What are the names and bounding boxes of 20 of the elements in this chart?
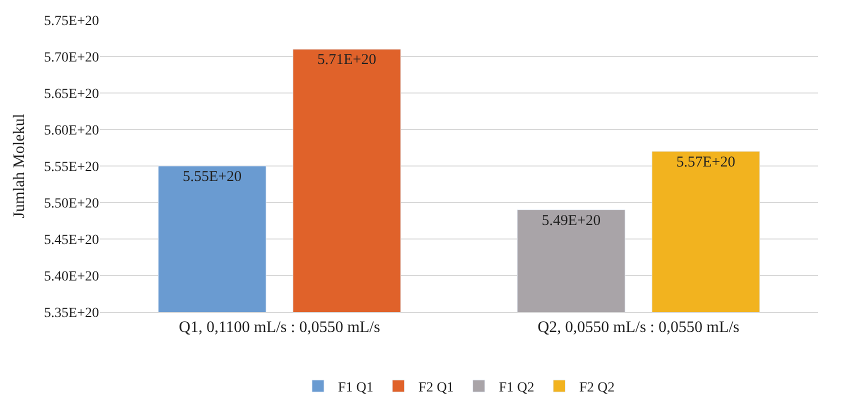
y-axis-title: Jumlah Molekul (10, 113, 28, 218)
y-tick-label: 5.60E+20 (44, 123, 99, 138)
data-label: 5.71E+20 (317, 52, 376, 68)
y-tick-label: 5.35E+20 (44, 306, 99, 321)
data-label: 5.57E+20 (676, 154, 736, 170)
legend-label: F2 Q2 (579, 380, 615, 396)
y-tick-label: 5.40E+20 (44, 269, 99, 284)
data-label: 5.55E+20 (182, 169, 242, 185)
legend-label: F2 Q1 (418, 380, 454, 396)
y-tick-label: 5.45E+20 (44, 232, 99, 248)
x-tick-label: Q1, 0,1100 mL/s : 0,0550 mL/s (178, 319, 380, 336)
y-tick-label: 5.70E+20 (44, 50, 99, 66)
y-tick-label: 5.50E+20 (44, 196, 99, 212)
legend-label: F1 Q2 (498, 380, 534, 396)
data-label: 5.49E+20 (542, 212, 601, 229)
y-tick-label: 5.55E+20 (44, 160, 99, 175)
y-tick-label: 5.75E+20 (44, 14, 99, 29)
legend-label: F1 Q1 (338, 380, 374, 396)
y-tick-label: 5.65E+20 (44, 86, 99, 102)
x-tick-label: Q2, 0,0550 mL/s : 0,0550 mL/s (538, 319, 740, 336)
